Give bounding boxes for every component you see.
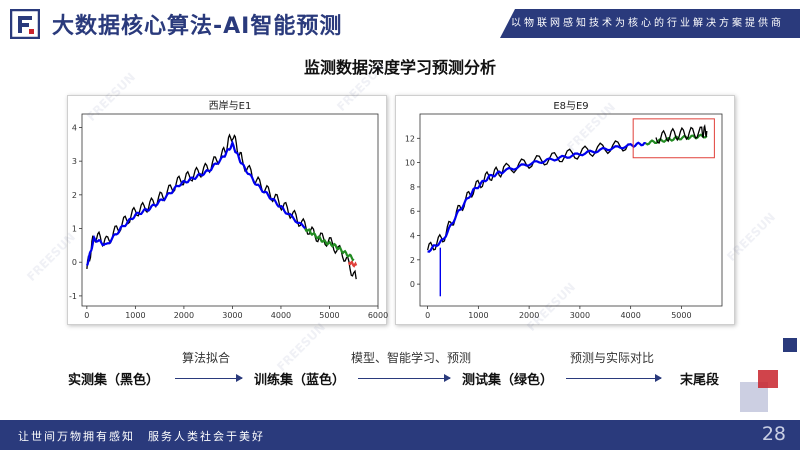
deco-square-red <box>758 370 778 388</box>
x-tick-label: 1000 <box>125 311 145 320</box>
series-line <box>85 139 307 267</box>
x-tick-label: 3000 <box>570 311 590 320</box>
y-tick-label: 12 <box>405 134 415 143</box>
flow-arrow-3 <box>566 374 662 382</box>
series-line <box>304 228 355 262</box>
y-tick-label: 10 <box>405 159 415 168</box>
x-tick-label: 4000 <box>271 311 291 320</box>
x-tick-label: 0 <box>425 311 430 320</box>
x-tick-label: 3000 <box>222 311 242 320</box>
chart-panel-west-e1: 西岸与E1 0 1000 2000 3000 4000 5000 6000 -1 0 1 2 3 4 <box>67 95 388 325</box>
y-tick-label: 6 <box>410 207 415 216</box>
flow-node-measured: 实测集（黑色） <box>68 373 160 388</box>
flow-node-tail: 末尾段 <box>680 373 720 388</box>
banner-bg <box>500 9 800 38</box>
x-tick-label: 0 <box>84 311 89 320</box>
flow-label-compare: 预测与实际对比 <box>570 351 655 365</box>
x-tick-label: 5000 <box>319 311 339 320</box>
x-tick-label: 1000 <box>468 311 488 320</box>
watermark: FREESUN <box>274 320 329 374</box>
header: 大数据核心算法-AI智能预测 以物联网感知技术为核心的行业解决方案提供商 <box>0 0 800 46</box>
banner-text: 以物联网感知技术为核心的行业解决方案提供商 <box>511 18 784 29</box>
highlight-box <box>632 118 715 159</box>
y-tick-label: 4 <box>410 232 415 241</box>
x-tick-label: 4000 <box>620 311 640 320</box>
y-tick-label: 4 <box>72 123 77 132</box>
chart-west-e1: 西岸与E1 0 1000 2000 3000 4000 5000 6000 -1 0 1 2 3 4 <box>69 100 388 320</box>
y-tick-label: 0 <box>410 280 415 289</box>
flow-arrow-1 <box>175 374 243 382</box>
y-tick-label: 0 <box>72 258 77 267</box>
x-tick-label: 2000 <box>174 311 194 320</box>
plot-area <box>419 113 723 307</box>
page-number: 28 <box>761 423 786 445</box>
slide-subtitle: 监测数据深度学习预测分析 <box>303 58 496 77</box>
x-tick-label: 5000 <box>671 311 691 320</box>
plot-area <box>81 113 379 307</box>
y-tick-label: 2 <box>410 256 415 265</box>
deco-square-blue <box>783 338 797 352</box>
y-tick-label: 2 <box>72 191 77 200</box>
flow-arrow-2 <box>358 374 451 382</box>
footer: 让世间万物拥有感知 服务人类社会于美好 28 <box>0 420 800 450</box>
y-tick-label: 1 <box>72 225 77 234</box>
x-tick-label: 6000 <box>368 311 388 320</box>
flow-node-train: 训练集（蓝色） <box>254 373 346 388</box>
chart-title: 西岸与E1 <box>209 100 252 112</box>
footer-slogan: 让世间万物拥有感知 服务人类社会于美好 <box>18 430 265 443</box>
flow-label-learn: 模型、智能学习、预测 <box>351 351 472 365</box>
chart-e8-e9: E8与E9 0 1000 2000 3000 4000 5000 0 2 4 6 8 10 12 <box>405 100 723 320</box>
series-line <box>427 141 646 253</box>
chart-panel-e8-e9: E8与E9 0 1000 2000 3000 4000 5000 0 2 4 6 8 10 12 <box>395 95 735 325</box>
flow-node-test: 测试集（绿色） <box>462 373 554 388</box>
y-tick-label: 8 <box>410 183 415 192</box>
chart-title: E8与E9 <box>553 100 588 112</box>
flow-label-fit: 算法拟合 <box>182 351 231 365</box>
series-line <box>347 260 358 268</box>
x-tick-label: 2000 <box>519 311 539 320</box>
page-title: 大数据核心算法-AI智能预测 <box>52 14 343 39</box>
freesun-logo-icon <box>10 9 40 39</box>
y-tick-label: 3 <box>72 157 77 166</box>
y-tick-label: -1 <box>69 292 77 301</box>
series-line <box>655 123 708 144</box>
